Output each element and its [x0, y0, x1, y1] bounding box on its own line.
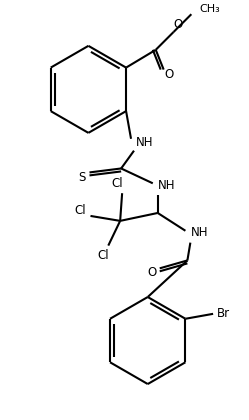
Text: Cl: Cl [75, 205, 86, 218]
Text: O: O [164, 68, 173, 81]
Text: CH₃: CH₃ [199, 4, 220, 14]
Text: O: O [147, 266, 156, 279]
Text: NH: NH [190, 226, 208, 239]
Text: O: O [174, 18, 183, 31]
Text: Br: Br [216, 307, 230, 320]
Text: S: S [78, 171, 85, 184]
Text: Cl: Cl [111, 177, 123, 190]
Text: NH: NH [136, 136, 154, 149]
Text: NH: NH [158, 179, 175, 192]
Text: Cl: Cl [98, 249, 109, 262]
